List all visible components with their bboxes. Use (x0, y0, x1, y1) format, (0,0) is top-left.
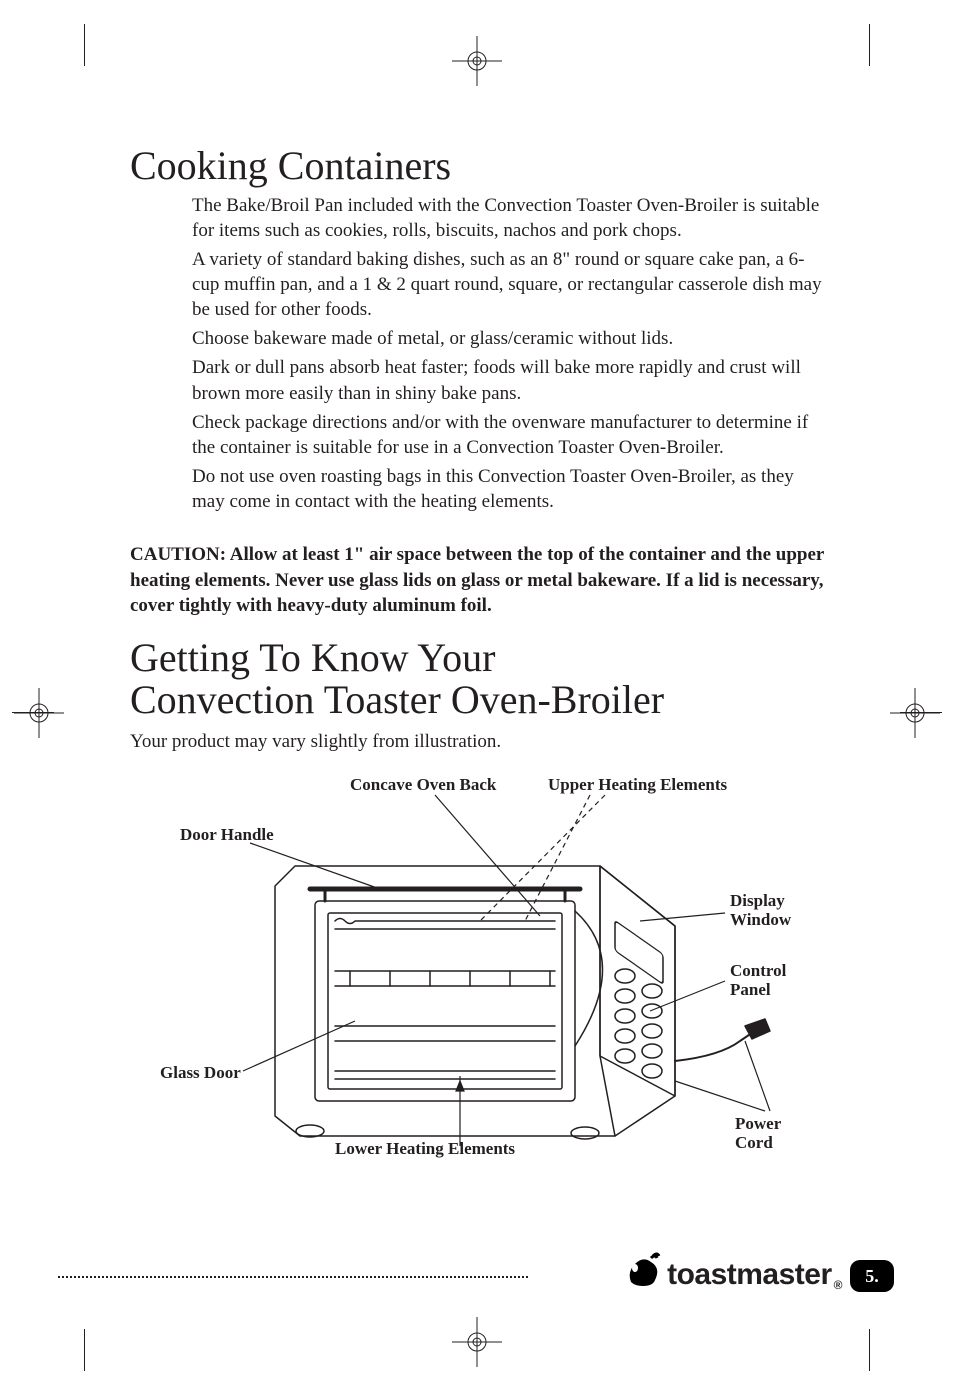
crop-mark (900, 712, 942, 713)
page-footer: toastmaster® 5. (0, 1252, 954, 1292)
section-title-getting-to-know-line2: Convection Toaster Oven-Broiler (130, 679, 824, 721)
brand-registered-icon: ® (834, 1278, 842, 1292)
crop-mark (84, 1329, 85, 1371)
page-content: Cooking Containers The Bake/Broil Pan in… (130, 145, 824, 1161)
body-paragraph: Do not use oven roasting bags in this Co… (192, 464, 824, 514)
body-paragraph: Dark or dull pans absorb heat faster; fo… (192, 355, 824, 405)
section-title-cooking-containers: Cooking Containers (130, 145, 824, 187)
section-title-getting-to-know-line1: Getting To Know Your (130, 637, 824, 679)
label-control-panel: Control Panel (730, 961, 810, 1000)
crop-mark (869, 24, 870, 66)
body-paragraph: The Bake/Broil Pan included with the Con… (192, 193, 824, 243)
crop-mark (84, 24, 85, 66)
registration-mark (452, 1317, 502, 1367)
registration-mark (890, 688, 940, 738)
label-display-window: Display Window (730, 891, 810, 930)
label-power-cord: Power Cord (735, 1114, 795, 1153)
label-glass-door: Glass Door (160, 1063, 241, 1083)
section1-body: The Bake/Broil Pan included with the Con… (192, 193, 824, 514)
label-door-handle: Door Handle (180, 825, 274, 845)
body-paragraph: Choose bakeware made of metal, or glass/… (192, 326, 824, 351)
brand-toast-icon (623, 1252, 663, 1292)
crop-mark (869, 1329, 870, 1371)
page-number-badge: 5. (850, 1260, 894, 1292)
registration-mark (14, 688, 64, 738)
label-concave-oven-back: Concave Oven Back (350, 775, 496, 795)
caution-text: CAUTION: Allow at least 1" air space bet… (130, 542, 824, 619)
oven-diagram: Concave Oven Back Upper Heating Elements… (130, 771, 824, 1161)
label-lower-heating-elements: Lower Heating Elements (335, 1139, 515, 1159)
label-upper-heating-elements: Upper Heating Elements (548, 775, 727, 795)
illustration-note: Your product may vary slightly from illu… (130, 731, 824, 753)
crop-mark (12, 712, 54, 713)
brand-text: toastmaster (667, 1258, 832, 1292)
footer-dotted-rule (58, 1276, 528, 1278)
registration-mark (452, 36, 502, 86)
brand-logo: toastmaster® (623, 1252, 842, 1292)
body-paragraph: A variety of standard baking dishes, suc… (192, 247, 824, 322)
body-paragraph: Check package directions and/or with the… (192, 410, 824, 460)
